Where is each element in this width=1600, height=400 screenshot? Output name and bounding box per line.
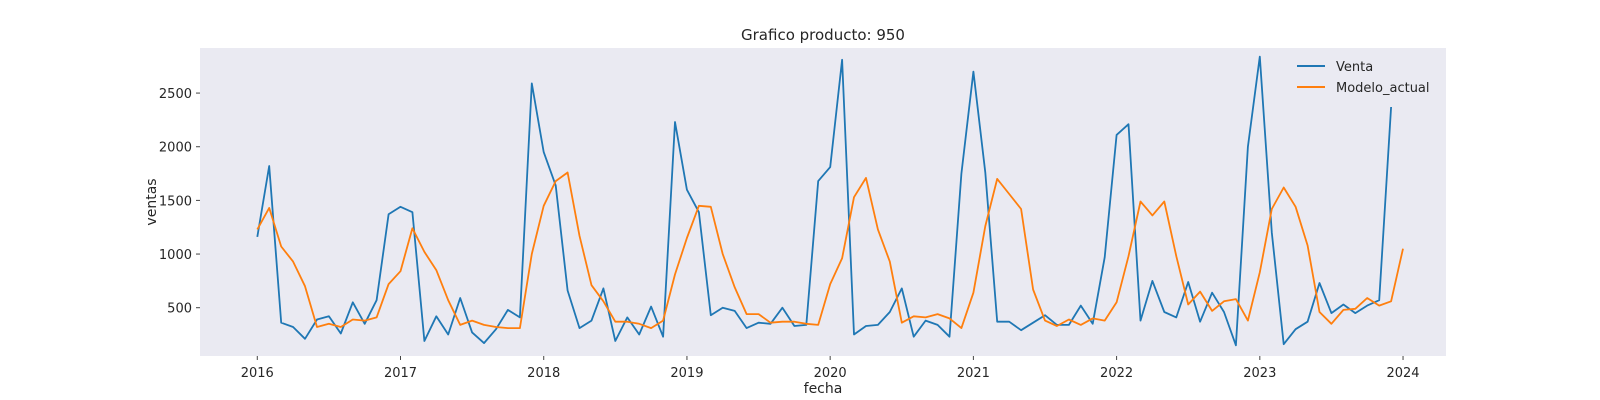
y-tick-label: 1500: [159, 194, 192, 209]
legend: Venta Modelo_actual: [1297, 60, 1430, 96]
series-line-modelo-actual: [256, 171, 1404, 330]
x-tick-label: 2023: [1243, 366, 1276, 381]
x-tick-label: 2018: [527, 366, 560, 381]
y-tick-label: 1000: [159, 248, 192, 263]
y-tick-label: 2000: [159, 141, 192, 156]
x-tick-label: 2019: [670, 366, 703, 381]
legend-label: Venta: [1336, 60, 1373, 75]
x-tick-label: 2024: [1386, 366, 1419, 381]
y-axis-ticks: 500 1000 1500 2000 2500: [159, 87, 200, 317]
x-tick-label: 2022: [1100, 366, 1133, 381]
x-tick-label: 2021: [957, 366, 990, 381]
legend-label: Modelo_actual: [1336, 81, 1430, 96]
x-tick-label: 2020: [814, 366, 847, 381]
y-tick-label: 500: [167, 302, 192, 317]
y-axis-label: ventas: [144, 178, 160, 225]
x-axis-label: fecha: [804, 381, 843, 397]
x-tick-label: 2017: [384, 366, 417, 381]
x-axis-ticks: 2016 2017 2018 2019 2020 2021 2022 2023 2024: [241, 356, 1420, 381]
chart-title: Grafico producto: 950: [741, 26, 905, 44]
x-tick-label: 2016: [241, 366, 274, 381]
series-line-venta: [256, 55, 1392, 347]
series-lines: [256, 55, 1404, 347]
y-tick-label: 2500: [159, 87, 192, 102]
